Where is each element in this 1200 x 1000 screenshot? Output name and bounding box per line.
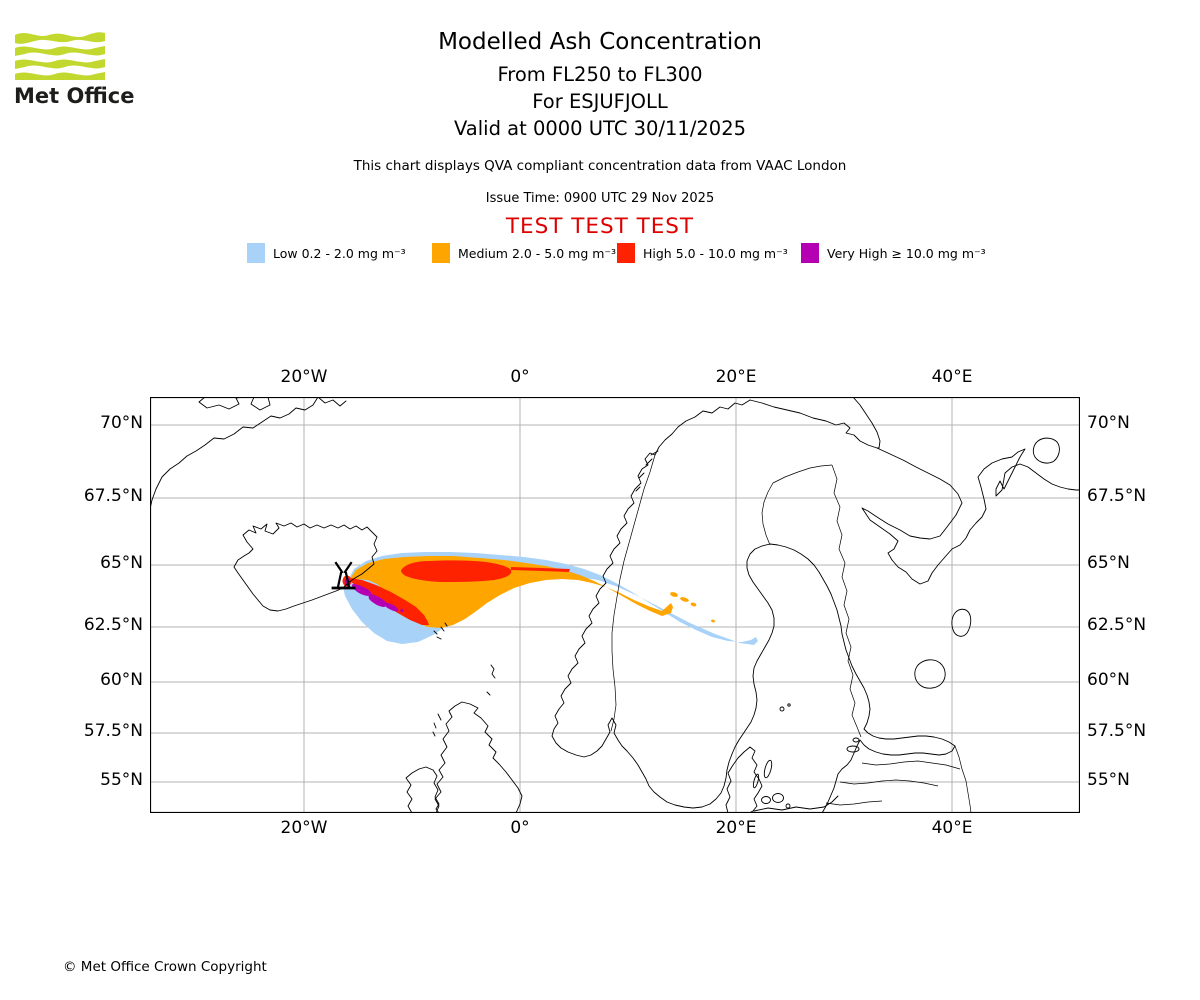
border-lithuania-russia	[825, 800, 883, 806]
coast-gotland	[763, 759, 773, 779]
border-norway-finland	[772, 464, 833, 484]
test-banner: TEST TEST TEST	[505, 214, 695, 239]
legend-swatch-high	[617, 243, 635, 263]
map-gridlines	[150, 397, 1080, 813]
lat-label-left-60n: 60°N	[100, 670, 143, 690]
border-estonia-latvia	[861, 760, 961, 770]
map-border	[150, 397, 1080, 813]
coast-ireland	[405, 766, 440, 813]
coast-kolguyev	[1032, 437, 1060, 464]
lon-label-bottom-20e: 20°E	[715, 818, 757, 838]
ash-contour-very-high	[344, 578, 404, 613]
ash-streak-high	[511, 567, 570, 572]
coast-faroes	[433, 622, 448, 640]
coast-great-britain	[434, 701, 523, 813]
coast-hiiumaa	[852, 737, 860, 743]
lat-label-left-57-5n: 57.5°N	[83, 721, 143, 741]
coast-hebrides	[432, 713, 442, 737]
lat-label-right-70n: 70°N	[1087, 413, 1130, 433]
lon-label-bottom-0: 0°	[510, 818, 530, 838]
lon-label-top-20w: 20°W	[280, 367, 328, 387]
border-finland-russia	[831, 464, 862, 738]
ash-contour-high-core	[400, 560, 512, 582]
coast-baltic-south	[753, 795, 839, 812]
legend-item-very-high: Very High ≥ 10.0 mg m⁻³	[801, 242, 986, 264]
legend-swatch-low	[247, 243, 265, 263]
coast-oland	[752, 773, 760, 789]
coast-lofoten	[635, 450, 659, 492]
lake-ladoga	[914, 659, 946, 689]
lat-label-left-62-5n: 62.5°N	[83, 615, 143, 635]
subtitle-volcano: For ESJUFJOLL	[532, 90, 668, 113]
lon-label-top-20e: 20°E	[715, 367, 757, 387]
lon-label-bottom-20w: 20°W	[280, 818, 328, 838]
logo-wordmark: Met Office	[14, 84, 135, 108]
lat-label-right-62-5n: 62.5°N	[1087, 615, 1147, 635]
lat-label-left-70n: 70°N	[100, 413, 143, 433]
met-office-logo-icon	[15, 32, 105, 80]
coast-denmark	[725, 746, 763, 813]
legend-label-high: High 5.0 - 10.0 mg m⁻³	[643, 245, 788, 261]
lat-label-right-65n: 65°N	[1087, 553, 1130, 573]
coast-funen	[761, 796, 771, 804]
lon-label-bottom-40e: 40°E	[931, 818, 973, 838]
qva-compliance-note: This chart displays QVA compliant concen…	[353, 158, 847, 174]
lat-label-right-67-5n: 67.5°N	[1087, 486, 1147, 506]
coast-aland	[779, 706, 785, 712]
lat-label-left-65n: 65°N	[100, 553, 143, 573]
national-borders	[610, 454, 972, 813]
coast-greenland	[198, 397, 244, 410]
coast-iceland	[233, 522, 378, 612]
ash-plume	[342, 552, 758, 645]
lake-onega	[951, 608, 972, 637]
legend-swatch-medium	[432, 243, 450, 263]
ash-contour-high-arm	[350, 578, 429, 625]
copyright-note: © Met Office Crown Copyright	[63, 959, 267, 975]
coast-scandinavia	[551, 399, 956, 813]
legend-item-low: Low 0.2 - 2.0 mg m⁻³	[247, 242, 406, 264]
coast-kola-whitesea	[749, 399, 1080, 585]
map	[150, 397, 1080, 813]
issue-time: Issue Time: 0900 UTC 29 Nov 2025	[485, 191, 715, 206]
border-norway-sweden	[610, 454, 656, 732]
coast-shetland	[486, 664, 496, 696]
coast-saaremaa	[846, 745, 860, 753]
lat-label-right-57-5n: 57.5°N	[1087, 721, 1147, 741]
lat-label-right-60n: 60°N	[1087, 670, 1130, 690]
lat-label-left-67-5n: 67.5°N	[83, 486, 143, 506]
legend-label-medium: Medium 2.0 - 5.0 mg m⁻³	[458, 245, 617, 261]
subtitle-flight-levels: From FL250 to FL300	[497, 63, 703, 86]
page-title: Modelled Ash Concentration	[438, 29, 762, 55]
ash-medium-patches-sweden	[670, 592, 715, 623]
border-sweden-finland	[761, 482, 774, 546]
lon-label-top-0: 0°	[510, 367, 530, 387]
border-estonia-russia	[954, 745, 972, 813]
coast-zealand	[772, 793, 784, 803]
lat-label-left-55n: 55°N	[100, 770, 143, 790]
volcano-icon	[331, 561, 356, 590]
border-latvia-lithuania	[839, 779, 939, 787]
legend-label-low: Low 0.2 - 2.0 mg m⁻³	[273, 245, 406, 261]
subtitle-valid-time: Valid at 0000 UTC 30/11/2025	[453, 117, 747, 140]
coastlines	[150, 397, 1080, 813]
legend-item-high: High 5.0 - 10.0 mg m⁻³	[617, 242, 788, 264]
lon-label-top-40e: 40°E	[931, 367, 973, 387]
legend-swatch-very-high	[801, 243, 819, 263]
lat-label-right-55n: 55°N	[1087, 770, 1130, 790]
logo-waves	[15, 32, 105, 80]
legend-item-medium: Medium 2.0 - 5.0 mg m⁻³	[432, 242, 616, 264]
coast-russia-top	[852, 397, 881, 449]
legend-label-very-high: Very High ≥ 10.0 mg m⁻³	[827, 245, 986, 261]
